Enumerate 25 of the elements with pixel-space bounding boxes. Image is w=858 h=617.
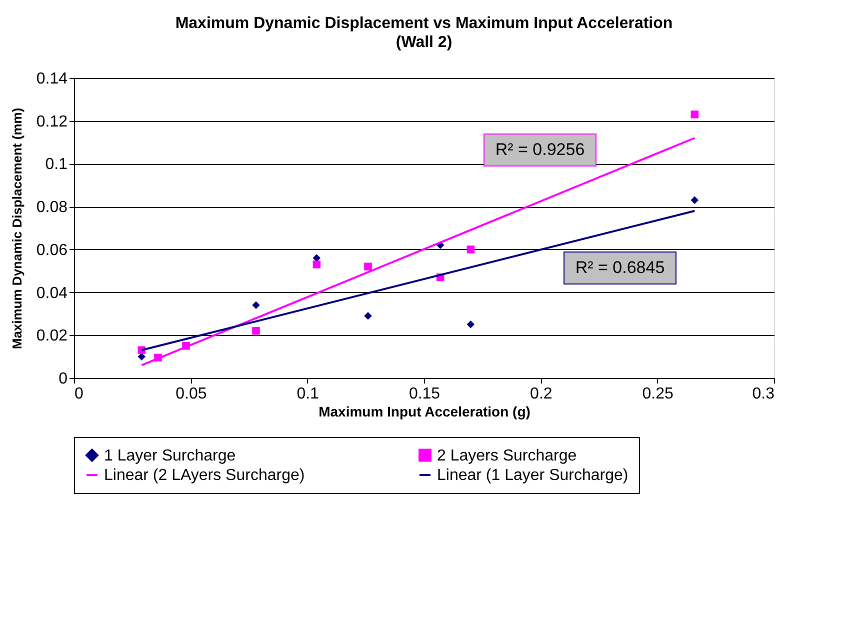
chart-subtitle: (Wall 2) bbox=[396, 34, 452, 51]
annotation: R² = 0.6845 bbox=[575, 258, 665, 277]
x-axis-title: Maximum Input Acceleration (g) bbox=[318, 404, 530, 420]
y-tick-label: 0.1 bbox=[45, 156, 68, 174]
y-tick-label: 0.02 bbox=[36, 328, 68, 345]
y-tick-label: 0.06 bbox=[36, 242, 68, 259]
y-tick-label: 0.04 bbox=[36, 284, 68, 302]
x-tick-label: 0.05 bbox=[176, 386, 207, 402]
y-tick-label: 0.08 bbox=[36, 199, 68, 216]
x-tick-label: 0.2 bbox=[530, 386, 552, 402]
legend-label: Linear (2 LAyers Surcharge) bbox=[104, 467, 305, 484]
annotation: R² = 0.9256 bbox=[495, 140, 585, 159]
legend-label: 1 Layer Surcharge bbox=[104, 447, 236, 464]
x-tick-label: 0.3 bbox=[752, 386, 775, 402]
legend-label: 2 Layers Surcharge bbox=[437, 447, 577, 464]
x-tick-label: 0.15 bbox=[408, 386, 440, 402]
legend-label: Linear (1 Layer Surcharge) bbox=[437, 467, 628, 484]
x-tick-label: 0.25 bbox=[642, 386, 674, 402]
y-axis-title: Maximum Dynamic Displacement (mm) bbox=[9, 108, 24, 350]
y-tick-label: 0 bbox=[58, 370, 68, 388]
y-tick-label: 0.14 bbox=[36, 70, 68, 88]
y-tick-label: 0.12 bbox=[36, 113, 68, 130]
x-tick-label: 0 bbox=[74, 386, 84, 402]
x-tick-label: 0.1 bbox=[296, 386, 320, 402]
chart-title: Maximum Dynamic Displacement vs Maximum Input Acceleration bbox=[175, 15, 673, 32]
